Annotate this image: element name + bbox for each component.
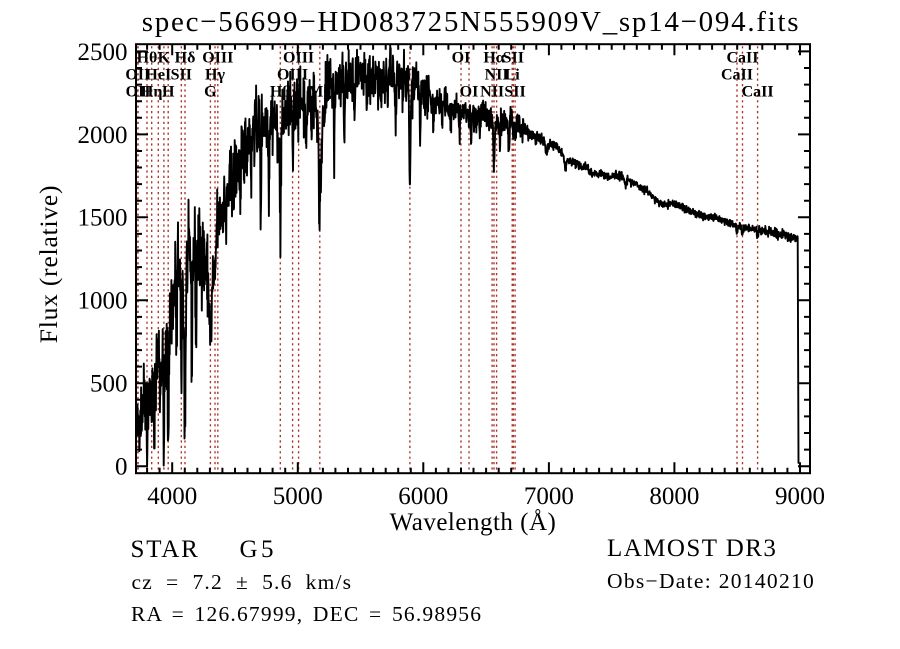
svg-text:SII: SII: [171, 67, 192, 84]
svg-text:OIII: OIII: [283, 50, 314, 67]
svg-text:cz = 7.2 ± 5.6 km/s: cz = 7.2 ± 5.6 km/s: [132, 570, 353, 594]
svg-text:4000: 4000: [147, 483, 197, 510]
svg-text:OII: OII: [125, 67, 150, 84]
svg-text:Flux (relative): Flux (relative): [34, 185, 63, 344]
svg-text:LAMOST DR3: LAMOST DR3: [607, 535, 777, 562]
svg-text:OII: OII: [126, 84, 151, 101]
svg-text:K: K: [158, 50, 171, 67]
svg-text:2000: 2000: [78, 122, 128, 149]
svg-text:7000: 7000: [524, 483, 574, 510]
svg-text:Wavelength (Å): Wavelength (Å): [390, 509, 557, 536]
svg-text:Hθ: Hθ: [137, 50, 158, 67]
svg-text:OI: OI: [452, 50, 471, 67]
svg-text:SII: SII: [503, 50, 524, 67]
svg-text:Obs−Date: 20140210: Obs−Date: 20140210: [607, 569, 815, 593]
svg-text:G: G: [204, 84, 217, 101]
svg-text:6000: 6000: [398, 483, 448, 510]
svg-text:8000: 8000: [649, 483, 699, 510]
svg-text:9000: 9000: [775, 483, 825, 510]
svg-text:SII: SII: [504, 84, 525, 101]
svg-text:CaII: CaII: [742, 84, 774, 101]
svg-text:OI: OI: [460, 84, 479, 101]
svg-text:spec−56699−HD083725N555909V_sp: spec−56699−HD083725N555909V_sp14−094.fit…: [142, 6, 800, 38]
svg-text:500: 500: [90, 371, 128, 398]
svg-text:NII: NII: [485, 67, 509, 84]
svg-text:HeI: HeI: [145, 67, 171, 84]
svg-text:Hα: Hα: [483, 50, 504, 67]
svg-text:RA = 126.67999, DEC = 56.9895: RA = 126.67999, DEC = 56.98956: [131, 602, 482, 626]
svg-text:0: 0: [115, 454, 128, 481]
svg-text:Hη: Hη: [141, 84, 163, 101]
svg-text:G5: G5: [240, 536, 278, 563]
svg-text:CaII: CaII: [721, 67, 753, 84]
svg-text:1000: 1000: [78, 288, 128, 315]
svg-text:2500: 2500: [78, 39, 128, 66]
svg-text:Li: Li: [505, 67, 521, 84]
svg-text:NII: NII: [480, 84, 504, 101]
svg-text:5000: 5000: [273, 483, 323, 510]
svg-text:Hβ: Hβ: [270, 84, 291, 101]
svg-text:CaII: CaII: [726, 50, 758, 67]
svg-text:OIII: OIII: [202, 50, 233, 67]
svg-text:Hγ: Hγ: [205, 67, 225, 84]
svg-text:1500: 1500: [78, 205, 128, 232]
svg-text:STAR: STAR: [131, 536, 200, 563]
svg-text:Hδ: Hδ: [175, 50, 196, 67]
svg-text:H: H: [162, 84, 175, 101]
